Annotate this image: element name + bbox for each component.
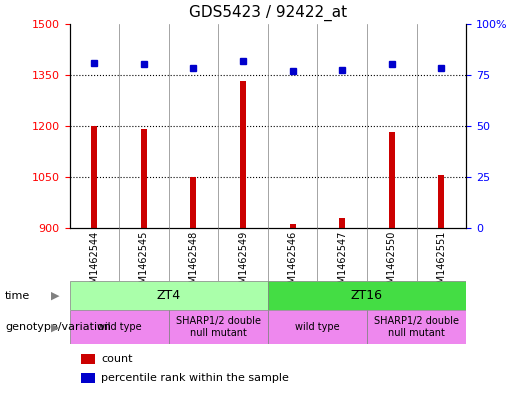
Text: genotype/variation: genotype/variation — [5, 322, 111, 332]
Title: GDS5423 / 92422_at: GDS5423 / 92422_at — [188, 5, 347, 21]
Text: SHARP1/2 double
null mutant: SHARP1/2 double null mutant — [374, 316, 459, 338]
Text: GSM1462549: GSM1462549 — [238, 231, 248, 296]
Text: GSM1462548: GSM1462548 — [188, 231, 198, 296]
Text: ▶: ▶ — [50, 291, 59, 301]
Bar — [81, 373, 95, 383]
Bar — [168, 310, 268, 344]
Bar — [240, 81, 246, 228]
Text: ▶: ▶ — [50, 322, 59, 332]
Text: GSM1462547: GSM1462547 — [337, 231, 347, 296]
Bar — [438, 175, 444, 228]
Text: GSM1462545: GSM1462545 — [139, 231, 149, 296]
Text: GSM1462550: GSM1462550 — [387, 231, 397, 296]
Bar — [367, 310, 466, 344]
Text: ZT16: ZT16 — [351, 289, 383, 302]
Bar — [70, 281, 268, 310]
Text: ZT4: ZT4 — [157, 289, 181, 302]
Bar — [289, 224, 296, 228]
Bar — [141, 129, 147, 228]
Text: GSM1462546: GSM1462546 — [287, 231, 298, 296]
Text: wild type: wild type — [295, 322, 340, 332]
Text: GSM1462551: GSM1462551 — [436, 231, 447, 296]
Bar — [81, 354, 95, 364]
Text: count: count — [101, 354, 133, 364]
Bar — [91, 126, 97, 228]
Bar — [268, 310, 367, 344]
Bar — [70, 310, 168, 344]
Bar — [191, 177, 196, 228]
Text: SHARP1/2 double
null mutant: SHARP1/2 double null mutant — [176, 316, 261, 338]
Text: wild type: wild type — [97, 322, 142, 332]
Text: time: time — [5, 291, 30, 301]
Bar — [389, 132, 394, 228]
Bar — [339, 218, 345, 228]
Bar — [268, 281, 466, 310]
Text: percentile rank within the sample: percentile rank within the sample — [101, 373, 289, 383]
Text: GSM1462544: GSM1462544 — [89, 231, 99, 296]
